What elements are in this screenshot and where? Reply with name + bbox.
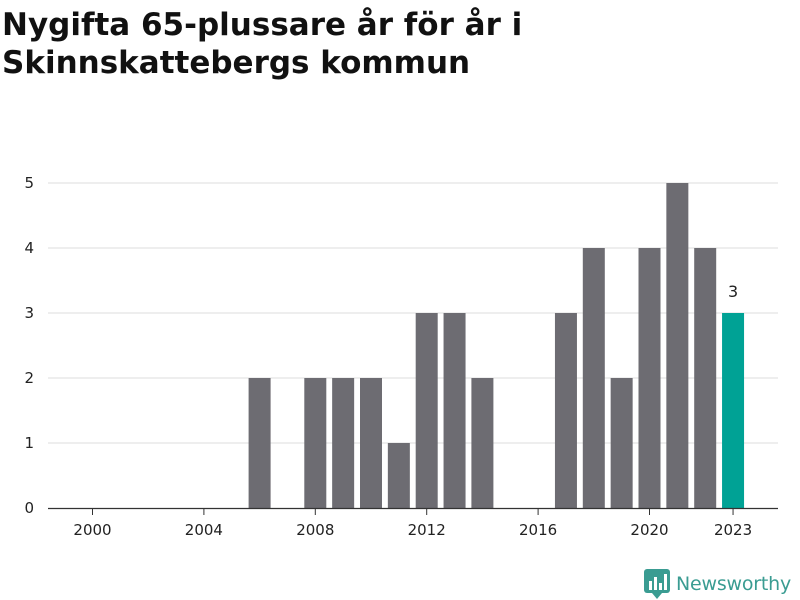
bar	[387, 443, 410, 508]
bar	[248, 378, 271, 508]
y-tick-label: 2	[24, 369, 34, 387]
bar	[694, 248, 717, 508]
bar	[443, 313, 466, 508]
data-labels: 3	[728, 282, 738, 301]
bar	[554, 313, 577, 508]
y-tick-label: 0	[24, 499, 34, 517]
x-tick-label: 2008	[296, 521, 334, 539]
bar	[415, 313, 438, 508]
bar	[360, 378, 382, 508]
x-tick-label: 2012	[408, 521, 446, 539]
bar	[332, 378, 355, 508]
bar	[638, 248, 661, 508]
y-axis: 0 1 2 3 4 5	[24, 174, 34, 517]
bar	[582, 248, 605, 508]
chart-title: Nygifta 65-plussare år för år i Skinnska…	[2, 7, 523, 81]
highlight-value-label: 3	[728, 282, 738, 301]
y-tick-label: 5	[24, 174, 34, 192]
x-tick-label: 2000	[73, 521, 111, 539]
bar-highlight	[722, 313, 745, 508]
x-axis: 2000 2004 2008 2012 2016 2020 2023	[73, 509, 752, 539]
y-tick-label: 4	[24, 239, 34, 257]
newsworthy-chart-icon	[644, 569, 670, 599]
newsworthy-logo: Newsworthy	[644, 568, 791, 600]
bars	[248, 183, 745, 508]
x-tick-label: 2020	[630, 521, 668, 539]
x-tick-label: 2004	[185, 521, 223, 539]
y-tick-label: 1	[24, 434, 34, 452]
bar	[666, 183, 689, 508]
bar	[304, 378, 327, 508]
bar	[610, 378, 633, 508]
x-tick-label: 2023	[714, 521, 752, 539]
x-tick-label: 2016	[519, 521, 557, 539]
bar	[471, 378, 494, 508]
y-tick-label: 3	[24, 304, 34, 322]
newsworthy-logo-text: Newsworthy	[676, 573, 792, 595]
